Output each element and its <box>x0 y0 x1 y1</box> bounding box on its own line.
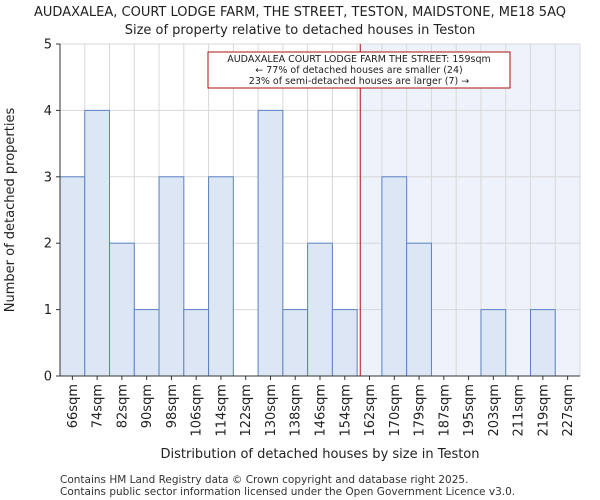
chart-title-line2: Size of property relative to detached ho… <box>124 23 476 38</box>
x-axis-ticks: 66sqm 74sqm 82sqm 90sqm 98sqm 106sqm 114sqm 122… <box>66 376 576 437</box>
y-tick-label: 3 <box>44 170 52 185</box>
bar-114sqm <box>208 176 234 377</box>
x-tick-label: 130sqm <box>264 384 279 437</box>
x-tick-label: 203sqm <box>487 384 502 437</box>
x-tick-label: 98sqm <box>165 384 180 428</box>
x-tick-label: 195sqm <box>462 384 477 437</box>
bar-179sqm <box>406 242 432 377</box>
x-tick-label: 227sqm <box>561 384 576 437</box>
x-tick-label: 162sqm <box>363 384 378 437</box>
annotation-line-3: 23% of semi-detached houses are larger (… <box>249 76 469 87</box>
bar-66sqm <box>59 176 86 377</box>
x-axis-label: Distribution of detached houses by size … <box>160 447 479 462</box>
y-tick-label: 5 <box>44 38 52 53</box>
footer-line-1: Contains HM Land Registry data © Crown c… <box>60 474 469 486</box>
bar-138sqm <box>282 309 309 377</box>
annotation-line-2: ← 77% of detached houses are smaller (24… <box>255 65 462 76</box>
y-tick-label: 1 <box>44 303 52 318</box>
x-tick-label: 187sqm <box>437 384 452 437</box>
bar-154sqm <box>331 309 358 377</box>
footer-line-2: Contains public sector information licen… <box>60 486 516 498</box>
bar-106sqm <box>183 309 210 377</box>
x-tick-label: 211sqm <box>512 384 527 437</box>
x-tick-label: 90sqm <box>140 384 155 428</box>
x-tick-label: 82sqm <box>115 384 130 428</box>
annotation-box <box>207 51 511 89</box>
bar-82sqm <box>109 242 135 377</box>
x-tick-label: 219sqm <box>536 384 551 437</box>
y-tick-label: 0 <box>44 370 52 385</box>
y-tick-label: 2 <box>44 237 52 252</box>
x-tick-label: 138sqm <box>289 384 304 437</box>
y-tick-label: 4 <box>44 104 52 119</box>
x-tick-label: 154sqm <box>338 384 353 437</box>
bar-90sqm <box>133 309 160 377</box>
bars <box>59 109 556 377</box>
x-tick-label: 114sqm <box>214 384 229 437</box>
bar-170sqm <box>381 176 408 377</box>
x-tick-label: 179sqm <box>413 384 428 437</box>
chart-title-line1: AUDAXALEA, COURT LODGE FARM, THE STREET,… <box>34 5 566 20</box>
bar-219sqm <box>529 309 556 377</box>
bar-130sqm <box>257 109 284 377</box>
bar-98sqm <box>158 176 185 377</box>
bar-203sqm <box>480 309 507 377</box>
annotation-line-1: AUDAXALEA COURT LODGE FARM THE STREET: 1… <box>227 54 491 65</box>
y-axis-label: Number of detached properties <box>3 108 18 313</box>
x-tick-label: 146sqm <box>314 384 329 437</box>
x-tick-label: 170sqm <box>388 384 403 437</box>
bar-146sqm <box>307 242 333 377</box>
x-tick-label: 122sqm <box>239 384 254 437</box>
x-tick-label: 74sqm <box>91 384 106 428</box>
bar-74sqm <box>84 109 111 377</box>
x-tick-label: 106sqm <box>190 384 205 437</box>
y-axis-ticks: 0 1 2 3 4 5 <box>44 38 60 385</box>
x-tick-label: 66sqm <box>66 384 81 428</box>
